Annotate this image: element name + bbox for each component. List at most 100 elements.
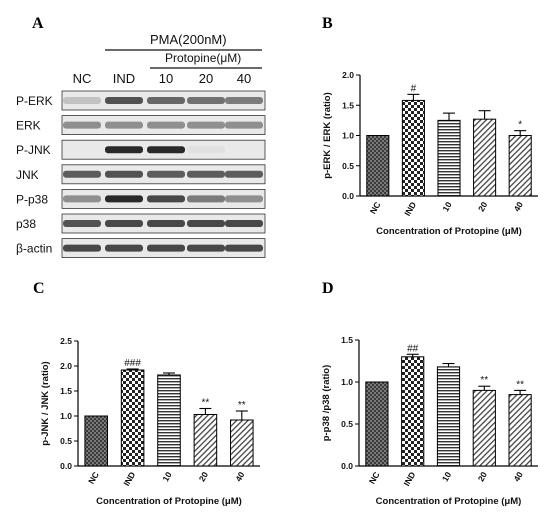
significance-mark: ##	[407, 343, 419, 354]
x-axis-label: Concentration of Protopine (μM)	[376, 496, 522, 507]
y-tick-label: 2.5	[60, 336, 72, 346]
bar	[120, 369, 145, 467]
lane-label: 40	[237, 71, 251, 86]
y-tick-label: 0.0	[60, 461, 72, 471]
panel-b: B 0.0 0.5 1.0 1.5 2.0 p-ERK / ERK (ratio) NC # I…	[322, 15, 538, 237]
blot-row: p38	[16, 213, 266, 234]
blot-row-label: P-JNK	[16, 143, 51, 157]
blot-row-label: P-p38	[16, 192, 48, 206]
blot-band	[63, 244, 101, 252]
x-tick-label: 10	[160, 470, 174, 483]
x-tick-label: NC	[86, 470, 101, 486]
bar	[437, 119, 461, 197]
bar	[401, 356, 425, 467]
blot-band	[147, 121, 185, 129]
lane-label: IND	[113, 71, 135, 86]
blot-band	[225, 97, 263, 104]
panel-letter-c: C	[33, 280, 45, 297]
blot-row: β-actin	[16, 238, 266, 259]
blot-band	[225, 220, 263, 227]
blot-band	[147, 244, 185, 252]
blot-band	[105, 244, 143, 252]
y-tick-label: 1.5	[342, 100, 354, 110]
blot-band	[187, 220, 225, 227]
bar	[365, 381, 389, 467]
lane-label: NC	[73, 71, 92, 86]
blot-band	[63, 97, 101, 104]
bar	[157, 374, 181, 467]
panel-c: C 0.0 0.5 1.0 1.5 2.0 2.5 p-JNK / JNK (ratio) N…	[33, 280, 260, 507]
blot-band	[105, 121, 143, 129]
blot-row-label: β-actin	[16, 242, 52, 256]
x-axis-label: Concentration of Protopine (μM)	[96, 496, 242, 507]
blot-band	[187, 146, 225, 154]
significance-mark: #	[411, 83, 417, 94]
x-tick-label: NC	[367, 470, 382, 486]
protopine-label: Protopine(μM)	[165, 51, 241, 65]
significance-mark: ###	[124, 358, 141, 369]
chart-b: 0.0 0.5 1.0 1.5 2.0 p-ERK / ERK (ratio) NC # IND…	[322, 70, 538, 237]
lane-labels: NC IND 10 20 40	[73, 71, 252, 86]
blot-band	[225, 170, 263, 178]
panel-d: D 0.0 0.5 1.0 1.5 p-p38 /p38 (ratio) NC ## IND 1…	[321, 280, 538, 507]
blot-band	[63, 220, 101, 227]
lane-label: 10	[159, 71, 173, 86]
y-tick-label: 1.0	[341, 377, 353, 387]
significance-mark: **	[238, 400, 246, 411]
blot-row: P-ERK	[16, 90, 266, 111]
chart-d: 0.0 0.5 1.0 1.5 p-p38 /p38 (ratio) NC ## IND 10 *…	[321, 335, 538, 507]
blot-band	[63, 170, 101, 178]
x-tick-label: 20	[476, 200, 490, 213]
bar	[84, 415, 108, 467]
blot-band	[63, 121, 101, 129]
y-tick-label: 1.5	[341, 335, 353, 345]
pma-label: PMA(200nM)	[150, 32, 227, 47]
x-tick-label: IND	[121, 470, 137, 488]
y-tick-label: 2.0	[60, 361, 72, 371]
bar	[401, 99, 425, 197]
bar	[366, 135, 390, 197]
significance-mark: **	[202, 398, 210, 409]
x-tick-label: 10	[440, 200, 454, 213]
x-tick-label: 40	[512, 200, 526, 213]
y-tick-label: 0.5	[341, 419, 353, 429]
blot-row-label: JNK	[16, 168, 39, 182]
blot-band	[147, 97, 185, 104]
y-axis-label: p-ERK / ERK (ratio)	[322, 92, 333, 179]
x-tick-label: 10	[440, 470, 454, 483]
blot-band	[147, 195, 185, 203]
blot-band	[105, 146, 143, 154]
blot-rows: P-ERK ERK P-JNK JNK P-p38 p38 β-actin	[16, 90, 266, 259]
y-axis-label: p-p38 /p38 (ratio)	[321, 365, 332, 442]
blot-band	[225, 244, 263, 252]
blot-band	[187, 121, 225, 129]
significance-mark: **	[480, 375, 488, 386]
bar	[472, 389, 496, 467]
y-tick-label: 1.0	[342, 131, 354, 141]
panel-letter-d: D	[322, 280, 334, 297]
x-tick-label: IND	[401, 470, 417, 488]
blot-row: P-p38	[16, 188, 266, 209]
blot-band	[187, 195, 225, 203]
blot-row: P-JNK	[16, 139, 266, 160]
blot-row: ERK	[16, 115, 266, 135]
y-axis-label: p-JNK / JNK (ratio)	[40, 361, 51, 445]
panel-a: A PMA(200nM) Protopine(μM) NC IND 10 20 40 P…	[16, 15, 266, 259]
blot-band	[147, 220, 185, 227]
blot-band	[187, 170, 225, 178]
blot-band	[147, 170, 185, 178]
bar	[508, 135, 532, 197]
x-tick-label: 40	[233, 470, 247, 483]
y-tick-label: 1.0	[60, 411, 72, 421]
bar	[508, 394, 532, 467]
blot-band	[63, 195, 101, 203]
panel-letter-b: B	[322, 15, 333, 32]
y-tick-label: 1.5	[60, 386, 72, 396]
blot-row-label: P-ERK	[16, 94, 53, 108]
blot-row-label: p38	[16, 217, 36, 231]
blot-row-label: ERK	[16, 119, 41, 133]
blot-band	[147, 146, 185, 154]
x-tick-label: 20	[197, 470, 211, 483]
significance-mark: *	[518, 120, 522, 131]
